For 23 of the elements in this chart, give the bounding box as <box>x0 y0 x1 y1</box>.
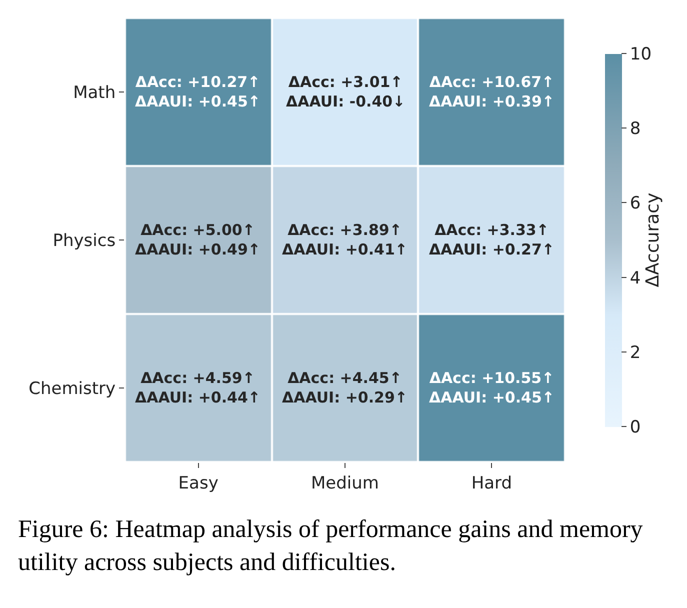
data-label: ΔAcc: +5.00↑ ΔAAUI: +0.49↑ <box>135 221 260 258</box>
y-tick-label: Physics <box>52 230 116 251</box>
x-tick-label: Medium <box>311 473 379 494</box>
data-label: ΔAcc: +4.59↑ ΔAAUI: +0.44↑ <box>135 369 260 406</box>
data-label: ΔAcc: +3.33↑ ΔAAUI: +0.27↑ <box>429 221 554 258</box>
y-tick-label: Math <box>73 82 116 103</box>
x-tick-label: Easy <box>178 473 218 494</box>
data-label: ΔAcc: +4.45↑ ΔAAUI: +0.29↑ <box>282 369 408 406</box>
color-bar-label: 4 <box>630 268 641 288</box>
data-label: ΔAcc: +10.67↑ ΔAAUI: +0.39↑ <box>429 73 554 110</box>
color-bar-label: 6 <box>630 194 641 214</box>
color-bar-label: 10 <box>630 44 652 64</box>
data-label: ΔAcc: +3.89↑ ΔAAUI: +0.41↑ <box>282 221 408 258</box>
color-bar-title: ΔAccuracy <box>642 192 664 288</box>
color-bar-label: 8 <box>630 119 641 140</box>
data-label: ΔAcc: +3.01↑ ΔAAUI: -0.40↓ <box>286 73 406 110</box>
x-tick-label: Hard <box>471 473 512 494</box>
y-tick-label: Chemistry <box>28 378 116 399</box>
caption: Figure 6: Heatmap analysis of performance gains and memory utility across subjects and difficulties. <box>17 515 644 578</box>
color-bar-label: 0 <box>630 417 641 438</box>
data-label: ΔAcc: +10.27↑ ΔAAUI: +0.45↑ <box>135 73 260 110</box>
color-bar-label: 2 <box>630 342 641 363</box>
data-label: ΔAcc: +10.55↑ ΔAAUI: +0.45↑ <box>429 369 554 406</box>
